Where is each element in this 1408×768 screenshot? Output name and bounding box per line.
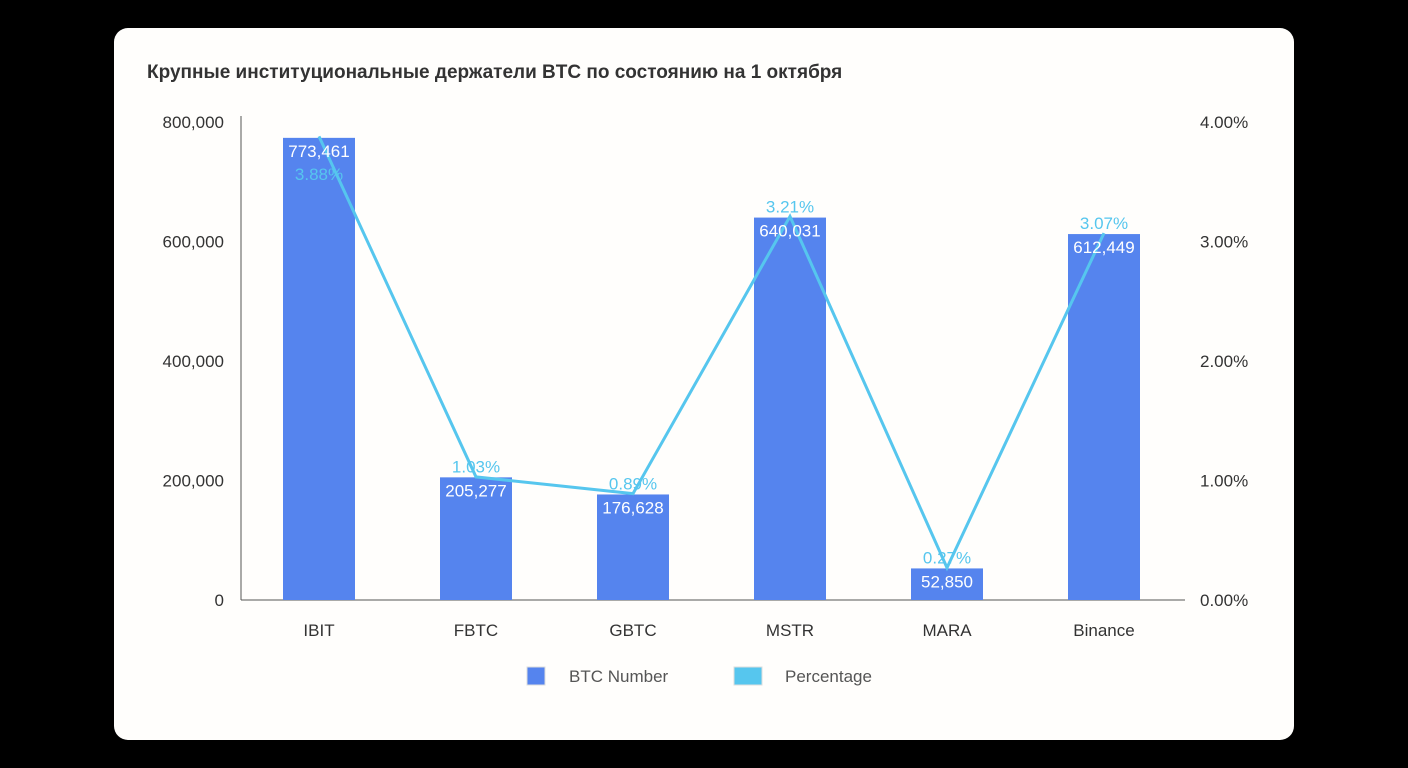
percentage-label: 0.27% — [923, 548, 971, 567]
legend-btc-number: BTC Number — [569, 667, 669, 686]
x-tick-label: MSTR — [766, 621, 814, 640]
bar-value-label: 176,628 — [602, 498, 663, 517]
bar-value-label: 612,449 — [1073, 238, 1134, 257]
y2-tick-label: 1.00% — [1200, 472, 1248, 491]
legend-percentage: Percentage — [785, 667, 872, 686]
bar-mara — [911, 568, 983, 600]
x-tick-label: Binance — [1073, 621, 1134, 640]
y2-tick-label: 0.00% — [1200, 591, 1248, 610]
bar-fbtc — [440, 477, 512, 600]
y-tick-label: 800,000 — [163, 113, 224, 132]
legend-percentage-swatch — [733, 666, 763, 686]
bar-value-label: 773,461 — [288, 142, 349, 161]
y2-tick-label: 4.00% — [1200, 113, 1248, 132]
bar-gbtc — [597, 494, 669, 600]
bar-binance — [1068, 234, 1140, 601]
bar-ibit — [283, 137, 355, 600]
percentage-label: 3.21% — [766, 198, 814, 217]
bar-mstr — [754, 217, 826, 600]
y2-tick-label: 3.00% — [1200, 233, 1248, 252]
percentage-label: 3.88% — [295, 165, 343, 184]
bar-value-label: 640,031 — [759, 222, 820, 241]
x-tick-label: FBTC — [454, 621, 498, 640]
x-tick-label: IBIT — [303, 621, 334, 640]
x-tick-label: MARA — [922, 621, 972, 640]
y-tick-label: 400,000 — [163, 352, 224, 371]
y-tick-label: 200,000 — [163, 472, 224, 491]
percentage-label: 1.03% — [452, 457, 500, 476]
chart-title: Крупные институциональные держатели BTC … — [147, 62, 843, 83]
percentage-label: 0.89% — [609, 474, 657, 493]
bar-value-label: 52,850 — [921, 572, 973, 591]
x-tick-label: GBTC — [609, 621, 656, 640]
percentage-label: 3.07% — [1080, 214, 1128, 233]
percentage-line — [317, 135, 1106, 572]
y-tick-label: 0 — [215, 591, 224, 610]
bar-value-label: 205,277 — [445, 481, 506, 500]
legend-btc-number-swatch — [526, 666, 546, 686]
y2-tick-label: 2.00% — [1200, 352, 1248, 371]
y-tick-label: 600,000 — [163, 233, 224, 252]
